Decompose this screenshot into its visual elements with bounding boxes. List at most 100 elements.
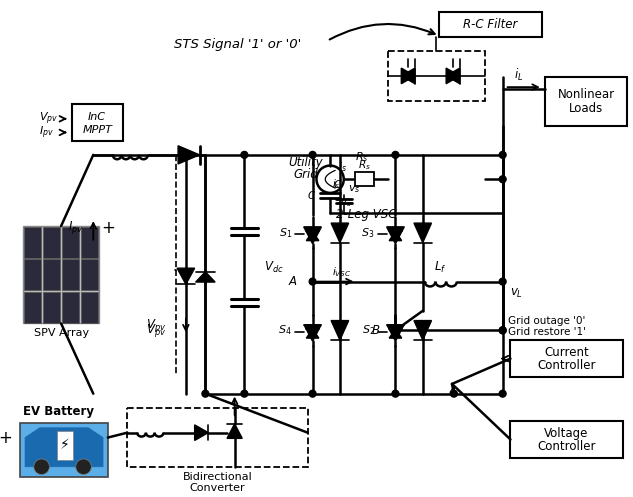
- Text: Current: Current: [544, 346, 589, 359]
- Text: $i_s$: $i_s$: [338, 161, 348, 174]
- Bar: [43, 259, 60, 290]
- Text: 4: 4: [448, 385, 456, 398]
- Polygon shape: [25, 428, 103, 467]
- Circle shape: [309, 390, 316, 397]
- Text: SPV Array: SPV Array: [34, 328, 89, 338]
- Bar: [81, 259, 98, 290]
- Polygon shape: [331, 223, 349, 243]
- Circle shape: [392, 390, 399, 397]
- Bar: [387, 51, 485, 101]
- Text: Grid outage '0': Grid outage '0': [508, 316, 585, 326]
- Text: A: A: [289, 275, 297, 288]
- Text: $I_{pv}$: $I_{pv}$: [39, 124, 54, 141]
- Circle shape: [34, 459, 49, 475]
- Polygon shape: [178, 146, 199, 164]
- Text: Voltage: Voltage: [544, 427, 589, 440]
- Polygon shape: [227, 424, 242, 438]
- Text: $S_1$: $S_1$: [279, 226, 292, 240]
- Bar: [43, 227, 60, 257]
- Bar: [24, 227, 41, 257]
- Text: Loads: Loads: [569, 101, 603, 115]
- Text: R-C Filter: R-C Filter: [463, 18, 518, 31]
- Circle shape: [451, 390, 457, 397]
- Text: $i_{VSC}$: $i_{VSC}$: [332, 265, 351, 279]
- Text: Controller: Controller: [537, 359, 596, 372]
- Text: $S_3$: $S_3$: [361, 226, 375, 240]
- Polygon shape: [306, 231, 319, 241]
- Text: Converter: Converter: [190, 483, 246, 493]
- Text: MPPT: MPPT: [82, 125, 112, 135]
- Polygon shape: [304, 228, 321, 244]
- Text: $V_{dc}$: $V_{dc}$: [264, 259, 284, 274]
- Text: Utility: Utility: [289, 156, 323, 169]
- Bar: [24, 259, 41, 290]
- Text: $S_2$: $S_2$: [361, 324, 375, 337]
- Bar: [439, 11, 542, 37]
- Circle shape: [499, 327, 506, 333]
- Text: Nonlinear: Nonlinear: [558, 88, 615, 101]
- Polygon shape: [387, 228, 404, 244]
- Polygon shape: [387, 325, 404, 341]
- Text: $L_f$: $L_f$: [434, 260, 446, 275]
- Bar: [127, 409, 308, 467]
- Bar: [62, 292, 79, 323]
- Polygon shape: [446, 68, 460, 83]
- Bar: [43, 292, 60, 323]
- Text: Grid restore '1': Grid restore '1': [508, 327, 586, 337]
- Circle shape: [76, 459, 91, 475]
- Text: $I_{pv}$: $I_{pv}$: [68, 220, 84, 237]
- Text: Bidirectional: Bidirectional: [183, 472, 253, 482]
- Polygon shape: [414, 223, 432, 243]
- Text: $R_s$: $R_s$: [354, 150, 368, 164]
- Text: $C$: $C$: [307, 189, 316, 201]
- Circle shape: [392, 152, 399, 158]
- Polygon shape: [195, 425, 208, 440]
- Text: $i_s$: $i_s$: [332, 177, 341, 191]
- Polygon shape: [401, 68, 415, 83]
- Text: STS Signal '1' or '0': STS Signal '1' or '0': [174, 38, 301, 51]
- Polygon shape: [304, 325, 321, 341]
- Text: Grid: Grid: [293, 168, 318, 181]
- Circle shape: [499, 327, 506, 333]
- Bar: [20, 423, 108, 477]
- Circle shape: [499, 176, 506, 182]
- Circle shape: [241, 152, 248, 158]
- Circle shape: [499, 390, 506, 397]
- Text: $V_{pv}$: $V_{pv}$: [39, 111, 58, 127]
- Polygon shape: [389, 329, 402, 338]
- Circle shape: [309, 278, 316, 285]
- Bar: [62, 259, 79, 290]
- Text: $v_s$: $v_s$: [340, 197, 352, 209]
- Text: $V_{pv}$: $V_{pv}$: [146, 317, 166, 334]
- Polygon shape: [414, 321, 432, 340]
- Bar: [23, 226, 99, 324]
- Text: $S_4$: $S_4$: [279, 324, 292, 337]
- Bar: [81, 292, 98, 323]
- Text: ⚡: ⚡: [60, 438, 70, 452]
- Text: InC: InC: [88, 112, 106, 122]
- Bar: [544, 77, 627, 126]
- Bar: [24, 292, 41, 323]
- Circle shape: [202, 390, 209, 397]
- Polygon shape: [446, 68, 460, 83]
- Polygon shape: [306, 329, 319, 338]
- Bar: [81, 227, 98, 257]
- Polygon shape: [331, 321, 349, 340]
- Polygon shape: [177, 268, 195, 284]
- Bar: [510, 340, 623, 377]
- Bar: [510, 421, 623, 458]
- Polygon shape: [401, 68, 415, 83]
- Polygon shape: [196, 272, 215, 282]
- Text: Controller: Controller: [537, 440, 596, 453]
- Bar: [354, 172, 374, 186]
- Text: $V_{pv}$: $V_{pv}$: [146, 322, 166, 339]
- Circle shape: [499, 152, 506, 158]
- Text: $v_s$: $v_s$: [348, 183, 361, 195]
- Text: $C$: $C$: [333, 178, 343, 190]
- Text: B: B: [372, 324, 380, 337]
- Text: 2-Leg VSC: 2-Leg VSC: [336, 208, 396, 221]
- Circle shape: [392, 327, 399, 333]
- Bar: [57, 431, 73, 460]
- Circle shape: [241, 390, 248, 397]
- Circle shape: [309, 152, 316, 158]
